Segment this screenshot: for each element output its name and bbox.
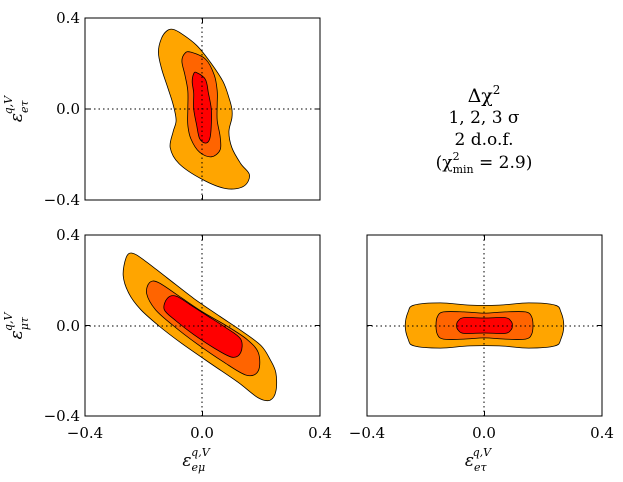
ticks — [84, 234, 321, 417]
ticks — [84, 17, 321, 201]
ytick-label-top: 0.4 — [56, 9, 80, 27]
legend-title-sup: 2 — [493, 83, 501, 97]
xtick-label-left: −0.4 — [349, 424, 385, 442]
xlabel-base: ε — [465, 451, 474, 471]
chi-open: (χ — [436, 153, 453, 173]
y-axis-label: εeτq,V — [2, 95, 31, 122]
legend-dof: 2 d.o.f. — [455, 130, 514, 150]
xtick-label-mid: 0.0 — [190, 424, 214, 442]
contours — [122, 252, 278, 402]
ylabel-base: ε — [7, 113, 27, 122]
contours — [157, 28, 250, 190]
x-axis-label: εeτ q,V — [465, 446, 492, 474]
legend-chi-min: (χ2 min = 2.9) — [436, 150, 533, 176]
xlabel-base: ε — [182, 451, 191, 471]
contour-1σ — [163, 295, 243, 358]
ytick-label-mid: 0.0 — [56, 317, 80, 335]
legend-title: Δχ2 — [468, 83, 501, 107]
x-axis-label: εeμ q,V — [182, 446, 210, 474]
svg-text:εeτq,V: εeτq,V — [2, 95, 31, 122]
panel-emu-mutau: 0.4 0.0 −0.4 −0.4 0.0 0.4 εμτq,V εeμq,V — [2, 226, 332, 474]
ylabel-sup: q,V — [2, 95, 15, 115]
xtick-label-left: −0.4 — [67, 424, 103, 442]
ylabel-sub: eτ — [18, 99, 31, 113]
xtick-label-right: 0.4 — [308, 424, 332, 442]
chi-sup: 2 — [453, 150, 460, 163]
ylabel-sup: q,V — [2, 312, 15, 332]
ylabel-base: ε — [7, 330, 27, 339]
ytick-label-top: 0.4 — [56, 226, 80, 244]
ytick-label-mid: 0.0 — [56, 100, 80, 118]
ticks — [366, 234, 603, 417]
xlabel-sub: eμ — [191, 461, 205, 474]
chi-sub: min — [453, 163, 474, 176]
xtick-label-mid: 0.0 — [472, 424, 496, 442]
panel-emu-etau: 0.4 0.0 −0.4 εeτq,V — [2, 9, 321, 209]
chi-value: = 2.9) — [474, 153, 533, 173]
ytick-label-bottom: −0.4 — [44, 191, 80, 209]
ytick-label-bottom: −0.4 — [44, 407, 80, 425]
xlabel-sup: q,V — [191, 446, 211, 459]
legend-title-base: Δχ — [468, 85, 494, 107]
svg-text:εμτq,V: εμτq,V — [2, 312, 31, 340]
xlabel-sub: eτ — [474, 461, 488, 474]
panel-etau-mutau: −0.4 0.0 0.4 εeτ q,V — [349, 234, 614, 474]
legend-levels: 1, 2, 3 σ — [448, 108, 519, 128]
xlabel-sup: q,V — [473, 446, 493, 459]
legend-annotation: Δχ2 1, 2, 3 σ 2 d.o.f. (χ2 min = 2.9) — [436, 83, 533, 176]
ylabel-sub: μτ — [18, 316, 31, 330]
contour-1σ — [191, 71, 212, 144]
xtick-label-right: 0.4 — [590, 424, 614, 442]
y-axis-label: εμτq,V — [2, 312, 31, 340]
